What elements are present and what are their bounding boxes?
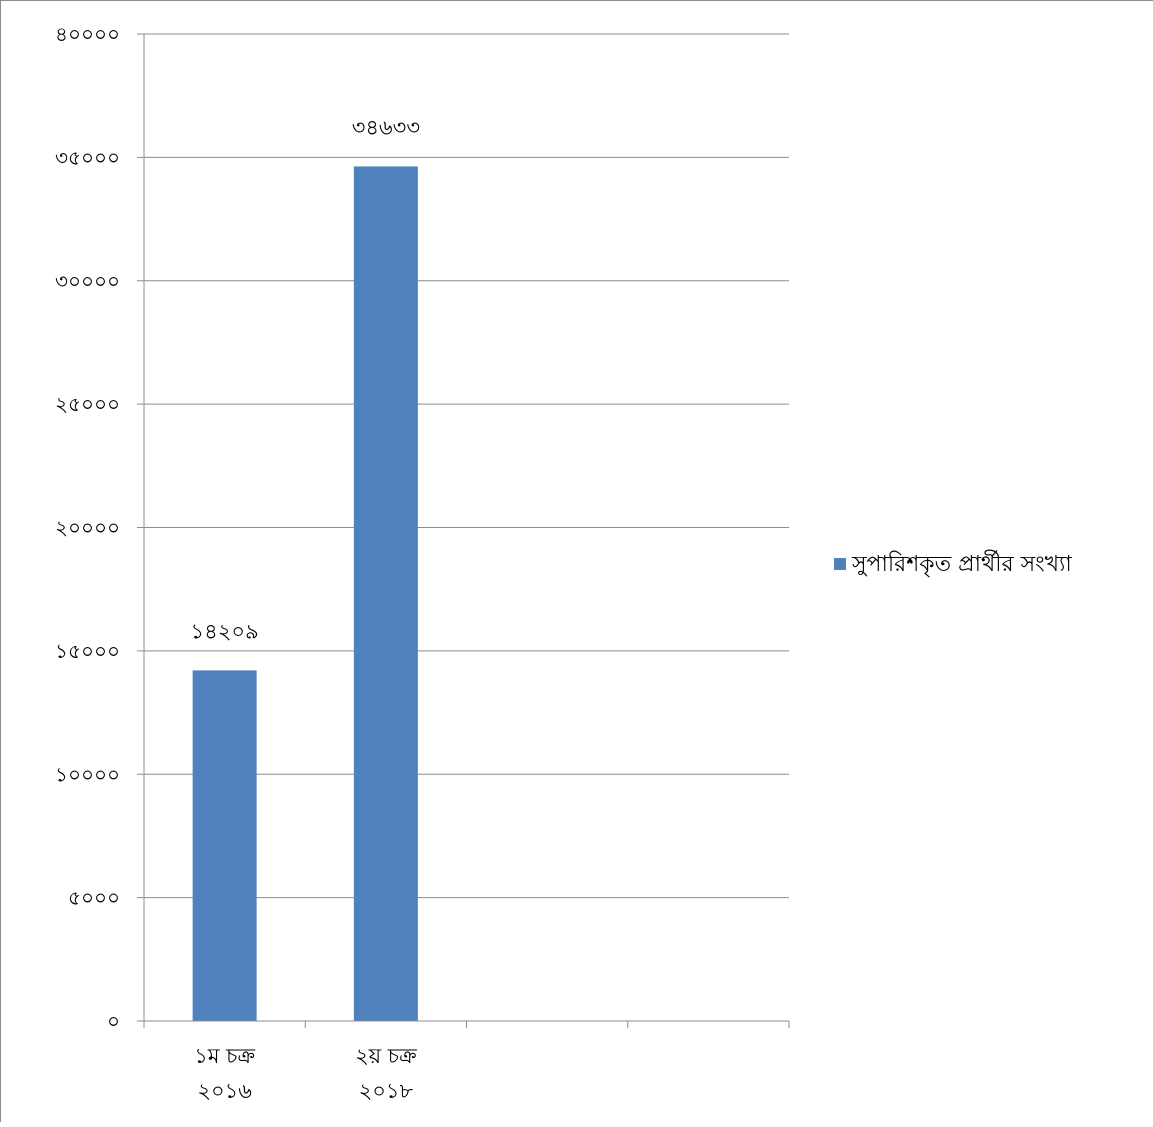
axes (137, 33, 790, 1028)
y-tick-label: ১৫০০০ (55, 639, 120, 663)
legend-swatch (834, 558, 846, 570)
y-tick-labels: ০ ৫০০০ ১০০০০ ১৫০০০ ২০০০০ ২৫০০০ ৩০০০০ ৩৫০০০ ৪০০০০ (55, 22, 120, 1033)
y-tick-label: ০ (107, 1009, 120, 1033)
y-tick-label: ৪০০০০ (55, 22, 120, 46)
data-label: ১৪২০৯ (191, 619, 259, 643)
x-tick-label: ২০১৮ (359, 1079, 414, 1103)
x-tick-label: ১ম চক্র (194, 1044, 255, 1068)
bar (353, 166, 418, 1021)
y-tick-label: ৩০০০০ (55, 269, 120, 293)
data-labels: ১৪২০৯ ৩৪৬৩৩ (191, 115, 420, 643)
y-tick-label: ২০০০০ (55, 516, 120, 540)
data-label: ৩৪৬৩৩ (352, 115, 420, 139)
x-tick-label: ২য় চক্র (355, 1044, 417, 1068)
y-tick-label: ৫০০০ (68, 886, 120, 910)
legend-label: সুপারিশকৃত প্রার্থীর সংখ্যা (851, 550, 1072, 577)
legend: সুপারিশকৃত প্রার্থীর সংখ্যা (834, 550, 1072, 577)
bars (192, 166, 418, 1021)
y-tick-label: ১০০০০ (55, 762, 120, 786)
x-tick-label: ২০১৬ (197, 1079, 252, 1103)
x-tick-labels: ১ম চক্র ২০১৬ ২য় চক্র ২০১৮ (194, 1044, 417, 1103)
y-tick-label: ২৫০০০ (55, 392, 120, 416)
y-tick-label: ৩৫০০০ (55, 145, 120, 169)
bar (192, 670, 257, 1021)
